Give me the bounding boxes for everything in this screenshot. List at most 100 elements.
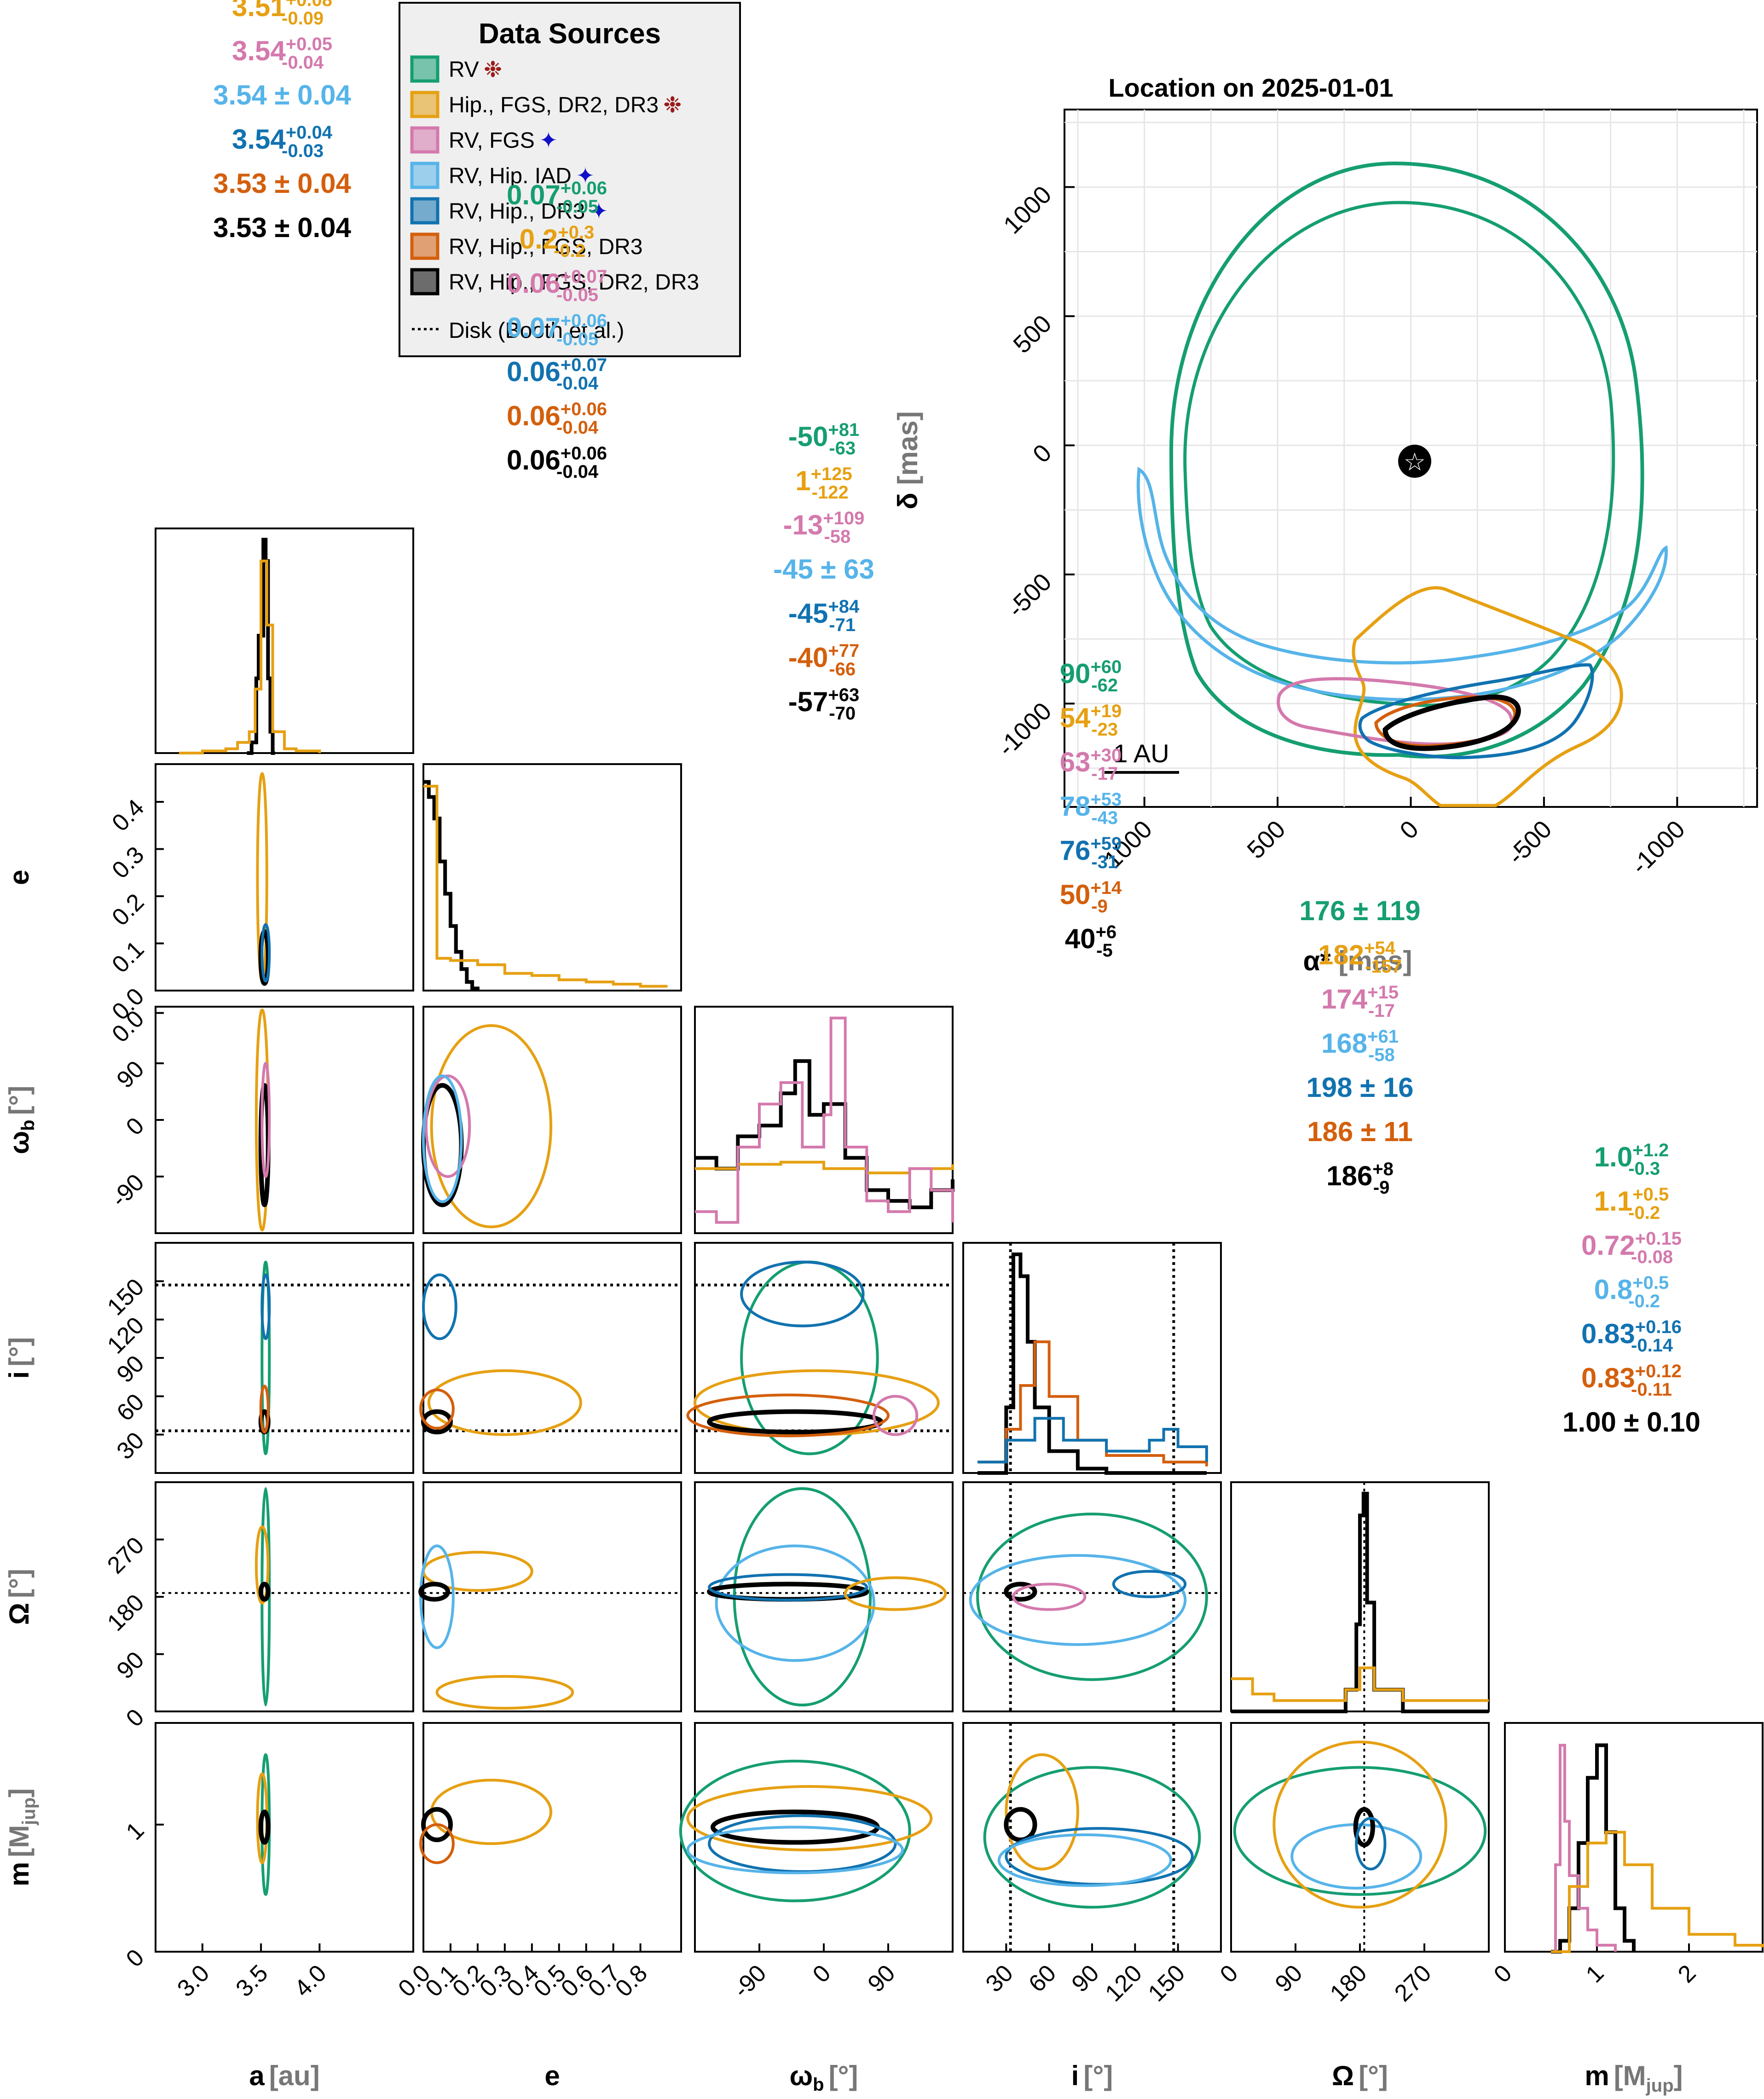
summary-upper: +0.3 — [558, 222, 594, 243]
label-unit: [°] — [1083, 2060, 1113, 2091]
summary-omega-rv: -50+81 -63 — [788, 420, 860, 458]
legend-label-hip: Hip., FGS, DR2, DR3 ❉ — [449, 93, 682, 117]
summary-omega-rvhipiad: -45 ± 63 — [773, 554, 874, 585]
contour-Omega-omega-rvhipdr3 — [708, 1573, 868, 1601]
summary-lower: -63 — [829, 438, 856, 458]
legend-marker-icon: ❉ — [484, 58, 502, 82]
legend-marker-icon: ✦ — [590, 199, 608, 224]
sky-plot-title: Location on 2025-01-01 — [1108, 73, 1393, 102]
panel-m-m — [1504, 1722, 1764, 1953]
summary-Omega-all: 186+8 -9 — [1326, 1159, 1394, 1198]
label-sub: b — [18, 1119, 38, 1131]
summary-value: 3.51 — [232, 0, 286, 22]
contour-Omega-i-all — [1004, 1582, 1037, 1602]
summary-pm: ± 11 — [1353, 1116, 1413, 1147]
summary-pm: ± 0.04 — [267, 168, 352, 199]
legend-box — [399, 2, 741, 357]
ytick-label-Omega: 270 — [102, 1532, 149, 1579]
legend-swatch-all — [410, 268, 440, 296]
summary-upper: +0.16 — [1635, 1317, 1682, 1337]
summary-lower: -0.08 — [1631, 1247, 1673, 1267]
summary-upper: +0.05 — [286, 34, 332, 54]
ytick-label-omega: -90 — [106, 1169, 149, 1212]
sky-ylabel: δ [mas] — [892, 411, 923, 509]
contour-m-Omega-hip — [1272, 1740, 1447, 1909]
summary-value: 0.72 — [1581, 1230, 1635, 1261]
panel-m-i — [962, 1722, 1222, 1953]
legend-items: RV ❉Hip., FGS, DR2, DR3 ❉RV, FGS ✦RV, Hip. … — [410, 55, 699, 296]
xlabel-m: m [Mjup] — [1585, 2060, 1683, 2096]
summary-value: 90 — [1060, 658, 1091, 689]
contour-Omega-e-all — [418, 1582, 451, 1602]
summary-lower: -0.04 — [282, 52, 324, 73]
hist-omega-rvfgs — [695, 1016, 954, 1224]
xlabel-Omega: Ω [°] — [1332, 2060, 1388, 2091]
summary-value: -45 — [788, 598, 828, 629]
summary-Omega-rvhipdr3: 198 ± 16 — [1306, 1072, 1413, 1103]
summary-m-rv: 1.0+1.2 -0.3 — [1594, 1140, 1669, 1179]
summary-upper: +0.06 — [561, 178, 607, 198]
summary-lower: -66 — [829, 659, 856, 679]
contour-i-omega-rvfgs — [872, 1395, 919, 1436]
summary-value: 168 — [1321, 1028, 1367, 1059]
xtick-label-Omega: 180 — [1325, 1960, 1372, 2006]
summary-lower: -31 — [1091, 852, 1118, 872]
axis-labels: a [au] e ωb [°] i [°] Ω [°] m [Mjup]eωb[°]i[°]Ω[°]… — [4, 870, 1683, 2096]
summary-value: -57 — [788, 686, 828, 717]
ytick-label-i: 90 — [112, 1350, 150, 1388]
panel-i-e — [422, 1242, 682, 1474]
summary-e-rvhipiad: 0.07+0.06 -0.05 — [507, 311, 607, 349]
xtick-label-Omega: 0 — [1215, 1960, 1243, 1988]
contour-m-Omega-rvhipdr3 — [1355, 1817, 1387, 1871]
summary-value: 0.06 — [507, 356, 561, 387]
contour-m-i-hip — [1005, 1753, 1079, 1871]
summary-value: 1.00 — [1562, 1407, 1616, 1438]
contour-Omega-a-hip — [254, 1525, 270, 1605]
sky-xlabel: α* [mas] — [1303, 945, 1412, 976]
panel-a-a — [155, 528, 414, 754]
ytick-label-Omega: 0 — [121, 1704, 149, 1732]
contour-i-e-rvhipfgsdr3 — [419, 1388, 455, 1430]
panel-i-a — [155, 1242, 414, 1474]
summary-upper: +8 — [1372, 1159, 1394, 1179]
label-unit-sub: jup — [19, 1797, 39, 1826]
summary-value: 54 — [1060, 702, 1091, 733]
label-unit: [°] — [4, 1569, 35, 1598]
label-unit: [°] — [4, 1337, 35, 1367]
xtick-label-i: 90 — [1067, 1960, 1105, 1997]
legend-swatch-rvhipiad — [410, 162, 440, 189]
summary-upper: +61 — [1367, 1026, 1399, 1047]
summary-value: 174 — [1321, 984, 1368, 1015]
label-main: m — [4, 1862, 35, 1886]
sky-plot: Location on 2025-01-01 ☆ 1 AU 1000 500 0 -5… — [892, 73, 1758, 976]
label-main: Ω — [4, 1603, 35, 1625]
summary-upper: +81 — [828, 420, 859, 440]
legend-text: RV, Hip. IAD — [449, 164, 572, 188]
summary-upper: +0.06 — [561, 311, 607, 331]
contour-e-a-rvhipdr3 — [260, 923, 271, 983]
contour-m-e-rvhipfgsdr3 — [419, 1823, 455, 1864]
sky-contour-rv-outer — [1169, 161, 1644, 759]
xlabel-i: i [°] — [1071, 2060, 1113, 2091]
summary-value: 0.06 — [507, 445, 561, 475]
contour-Omega-i-rv — [976, 1513, 1208, 1681]
label-main: e — [544, 2060, 560, 2091]
summary-value: -13 — [783, 510, 823, 540]
hist-e-all — [423, 780, 480, 991]
sky-contour-rv-hip-dr3 — [1358, 663, 1594, 760]
legend-swatch-rvfgs — [410, 126, 440, 154]
summary-upper: +6 — [1096, 922, 1117, 942]
xtick-label-m: 1 — [1581, 1960, 1609, 1988]
legend: Data Sources RV ❉Hip., FGS, DR2, DR3 ❉RV, … — [399, 2, 741, 357]
summary-value: 3.54 — [232, 35, 286, 66]
summary-i-rvfgs: 63+30 -17 — [1060, 745, 1122, 784]
summary-lower: -5 — [1096, 940, 1113, 961]
panel-e-e — [422, 763, 682, 992]
summary-upper: +0.07 — [561, 355, 607, 375]
label-main: m — [1585, 2060, 1609, 2091]
sky-contour-all — [1382, 694, 1521, 751]
contour-Omega-a-all — [258, 1582, 271, 1602]
ytick-label-e: 0.2 — [107, 888, 149, 931]
star-marker — [1398, 445, 1431, 478]
label-sub: b — [813, 2075, 824, 2095]
